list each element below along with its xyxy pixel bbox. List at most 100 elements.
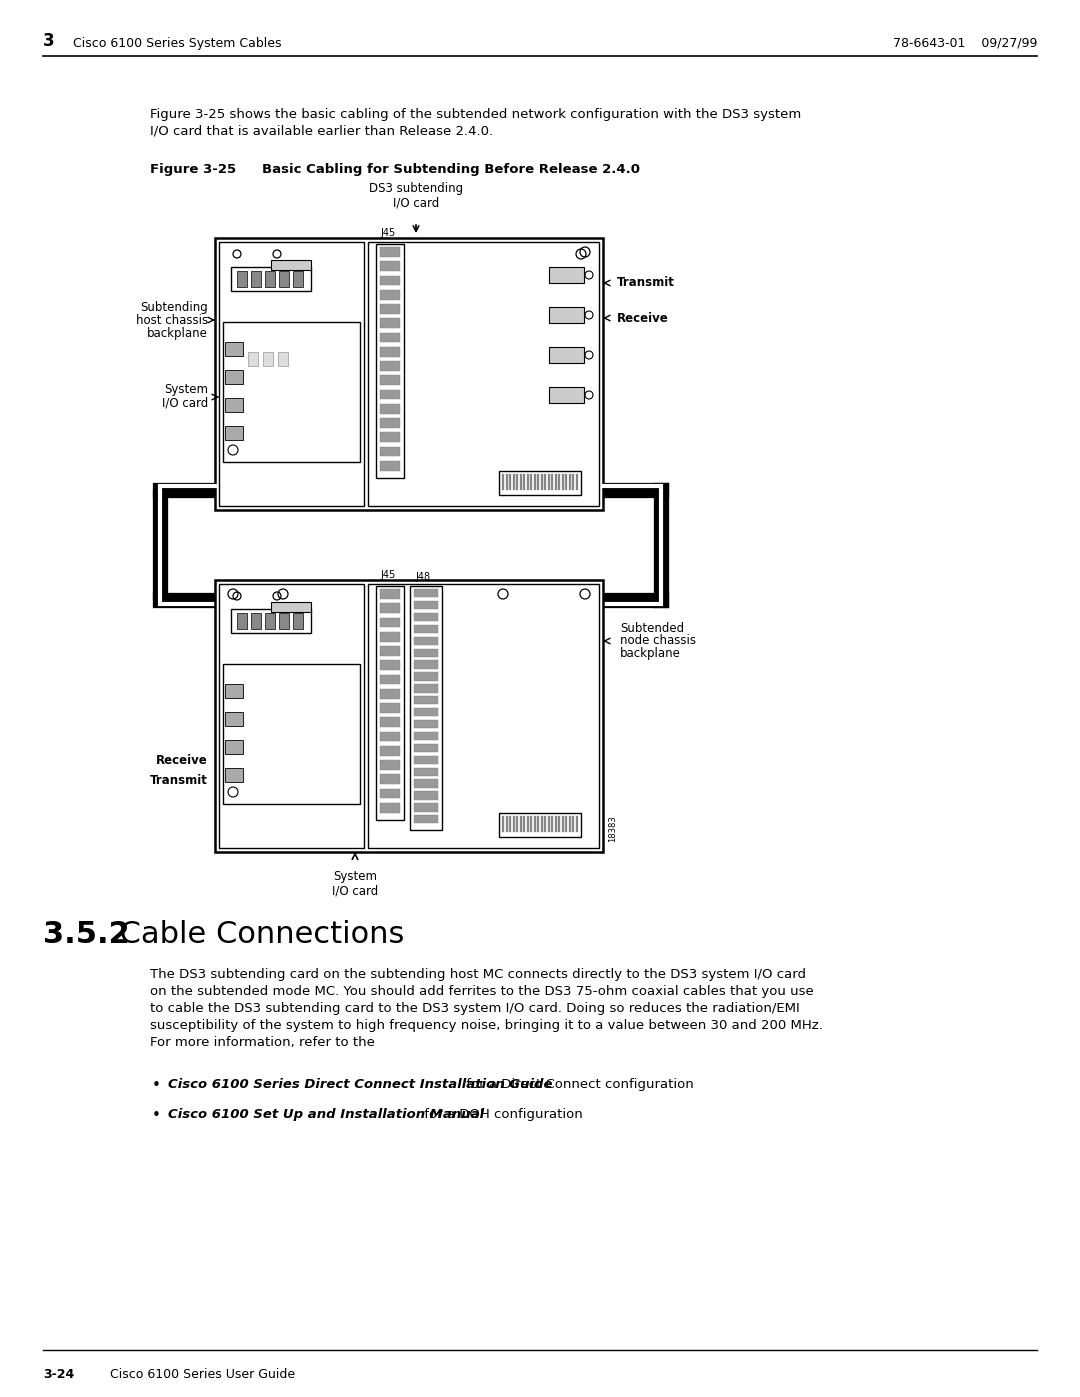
Text: P13: P13 [262, 295, 280, 305]
Text: RX 1: RX 1 [526, 310, 544, 320]
Bar [527, 474, 528, 490]
Bar [549, 307, 584, 323]
Bar [380, 732, 400, 742]
Bar [414, 672, 438, 680]
Bar [549, 346, 584, 363]
Bar [265, 271, 275, 286]
Text: I/O card that is available earlier than Release 2.4.0.: I/O card that is available earlier than … [150, 124, 494, 138]
Bar [293, 613, 303, 629]
Bar [215, 580, 603, 852]
Bar [271, 260, 311, 270]
Bar [568, 816, 570, 833]
Bar [537, 816, 539, 833]
Text: I/O card: I/O card [162, 397, 208, 409]
Text: System: System [164, 384, 208, 397]
Bar [279, 613, 289, 629]
Bar [505, 816, 508, 833]
Bar [225, 398, 243, 412]
Bar [414, 648, 438, 657]
Text: The DS3 subtending card on the subtending host MC connects directly to the DS3 s: The DS3 subtending card on the subtendin… [150, 968, 806, 981]
Bar [380, 289, 400, 300]
Bar [499, 813, 581, 837]
Bar [414, 637, 438, 645]
Text: Subtending: Subtending [140, 302, 208, 314]
Text: J45: J45 [380, 228, 395, 237]
Bar [414, 685, 438, 693]
Text: backplane: backplane [147, 327, 208, 341]
Bar [380, 447, 400, 457]
Bar [264, 352, 273, 366]
Bar [527, 816, 528, 833]
Bar [225, 370, 243, 384]
Bar [534, 474, 536, 490]
Bar [380, 461, 400, 471]
Bar [519, 816, 522, 833]
Bar [509, 816, 511, 833]
Text: susceptibility of the system to high frequency noise, bringing it to a value bet: susceptibility of the system to high fre… [150, 1018, 823, 1032]
Text: •: • [152, 1108, 161, 1123]
Bar [380, 803, 400, 813]
Bar [251, 613, 261, 629]
Text: Cisco 6100 Set Up and Installation Manual: Cisco 6100 Set Up and Installation Manua… [168, 1108, 484, 1120]
Bar [530, 816, 532, 833]
Bar [519, 474, 522, 490]
Bar [414, 613, 438, 622]
Bar [219, 242, 364, 506]
Text: DS3 subtending: DS3 subtending [369, 182, 463, 196]
Bar [380, 645, 400, 657]
Bar [293, 271, 303, 286]
Bar [516, 816, 518, 833]
Bar [380, 717, 400, 728]
Bar [414, 624, 438, 633]
Bar [380, 661, 400, 671]
Text: Figure 3-25 shows the basic cabling of the subtended network configuration with : Figure 3-25 shows the basic cabling of t… [150, 108, 801, 122]
Bar [537, 474, 539, 490]
Bar [502, 474, 504, 490]
Bar [380, 604, 400, 613]
Bar [380, 788, 400, 799]
Bar [540, 474, 542, 490]
Bar [523, 816, 525, 833]
Bar [380, 305, 400, 314]
Bar [225, 426, 243, 440]
Text: 78-6643-01    09/27/99: 78-6643-01 09/27/99 [893, 36, 1037, 50]
Bar [544, 816, 546, 833]
Bar [568, 474, 570, 490]
Text: Transmit: Transmit [617, 277, 675, 289]
Bar [237, 271, 247, 286]
Bar [380, 760, 400, 770]
Bar [368, 242, 599, 506]
Bar [380, 319, 400, 328]
Bar [219, 584, 364, 848]
Text: J45: J45 [380, 570, 395, 580]
Bar [222, 664, 360, 805]
Text: Transmit: Transmit [150, 774, 208, 787]
Bar [376, 585, 404, 820]
Bar [549, 387, 584, 402]
Bar [414, 732, 438, 740]
Bar [572, 474, 573, 490]
Bar [237, 613, 247, 629]
Bar [513, 474, 514, 490]
Bar [410, 585, 442, 830]
Bar [562, 816, 564, 833]
Text: host chassis: host chassis [136, 314, 208, 327]
Bar [414, 601, 438, 609]
Bar [248, 352, 258, 366]
Bar [414, 719, 438, 728]
Bar [540, 816, 542, 833]
Bar [265, 613, 275, 629]
Bar [278, 352, 288, 366]
Bar [414, 743, 438, 752]
Bar [562, 474, 564, 490]
Bar [225, 740, 243, 754]
Text: 98: 98 [347, 387, 353, 397]
Bar [509, 474, 511, 490]
Bar [225, 342, 243, 356]
Text: 3.5.2: 3.5.2 [43, 921, 130, 949]
Bar [551, 816, 553, 833]
Bar [414, 767, 438, 775]
Bar [558, 816, 561, 833]
Bar [530, 474, 532, 490]
Bar [565, 474, 567, 490]
